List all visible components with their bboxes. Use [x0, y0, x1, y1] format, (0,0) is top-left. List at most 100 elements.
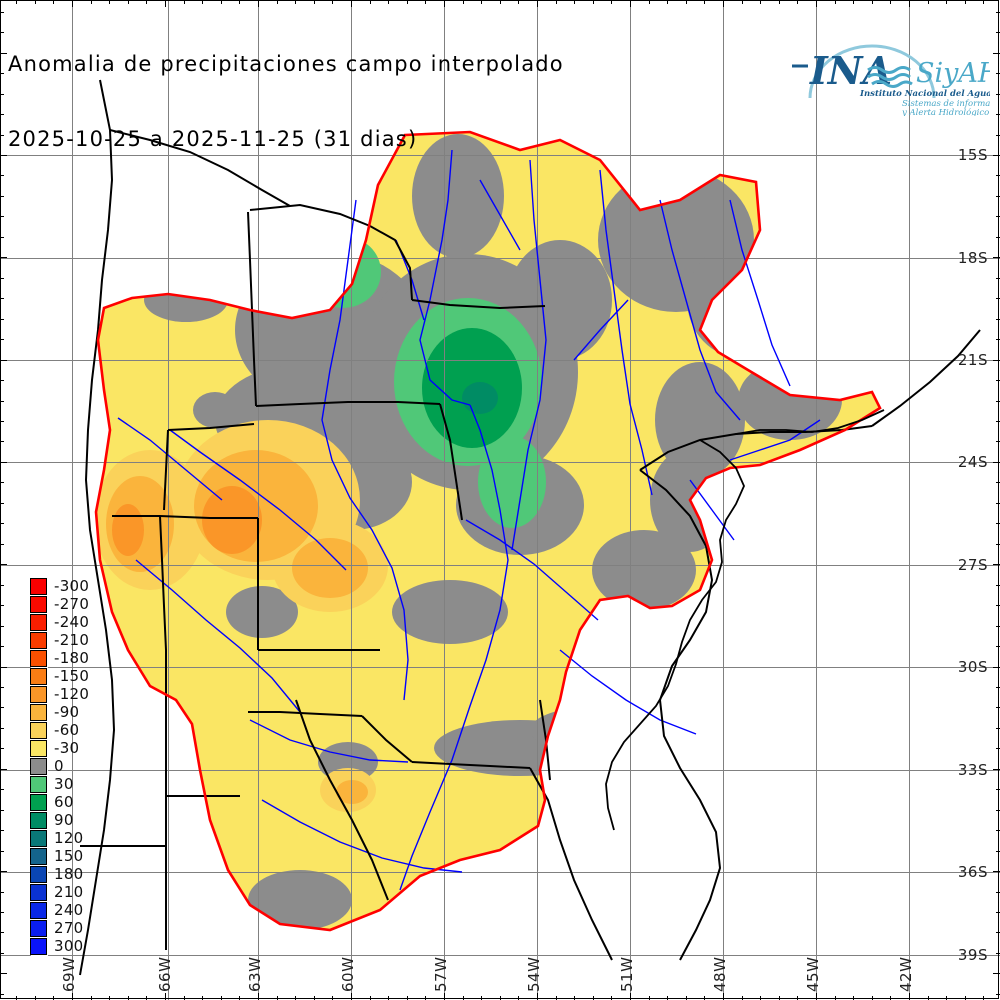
axis-tick — [996, 380, 1000, 381]
axis-tick — [556, 0, 557, 4]
axis-tick — [816, 0, 817, 7]
axis-tick — [0, 73, 4, 74]
legend-label: -270 — [54, 595, 90, 613]
legend-swatch — [30, 938, 47, 955]
legend-swatch — [30, 884, 47, 901]
axis-tick — [890, 0, 891, 4]
legend-swatch — [30, 686, 47, 703]
axis-tick — [835, 0, 836, 4]
axis-tick — [35, 996, 36, 1000]
axis-tick — [425, 0, 426, 4]
legend-swatch — [30, 830, 47, 847]
axis-tick — [444, 993, 445, 1000]
axis-tick — [593, 996, 594, 1000]
legend-row[interactable]: -240 — [30, 613, 92, 632]
axis-tick — [996, 135, 1000, 136]
legend-swatch — [30, 776, 47, 793]
axis-tick — [593, 0, 594, 4]
axis-tick — [611, 996, 612, 1000]
legend-swatch — [30, 614, 47, 631]
legend-row[interactable]: 180 — [30, 865, 92, 884]
axis-tick — [872, 996, 873, 1000]
axis-tick — [109, 0, 110, 4]
legend-row[interactable]: -210 — [30, 631, 92, 650]
legend-row[interactable]: -300 — [30, 577, 92, 596]
axis-tick — [202, 996, 203, 1000]
axis-tick — [518, 0, 519, 4]
axis-tick — [996, 687, 1000, 688]
legend-label: -240 — [54, 613, 90, 631]
legend-row[interactable]: -30 — [30, 739, 92, 758]
axis-tick — [996, 830, 1000, 831]
axis-tick — [996, 851, 1000, 852]
axis-tick — [996, 892, 1000, 893]
legend-row[interactable]: 120 — [30, 829, 92, 848]
axis-tick — [239, 0, 240, 4]
axis-tick — [996, 441, 1000, 442]
axis-tick — [0, 401, 4, 402]
axis-tick — [0, 339, 4, 340]
legend-label: 300 — [54, 937, 84, 955]
axis-tick — [128, 0, 129, 4]
axis-tick — [649, 0, 650, 4]
legend-row[interactable]: 30 — [30, 775, 92, 794]
logo-subtitle-1: Instituto Nacional del Agua — [859, 89, 990, 99]
legend-row[interactable]: -120 — [30, 685, 92, 704]
axis-tick — [314, 996, 315, 1000]
axis-tick — [0, 155, 7, 156]
legend-label: 90 — [54, 811, 74, 829]
legend-row[interactable]: -90 — [30, 703, 92, 722]
legend-swatch — [30, 596, 47, 613]
legend-row[interactable]: 210 — [30, 883, 92, 902]
legend-row[interactable]: 150 — [30, 847, 92, 866]
legend-label: -120 — [54, 685, 90, 703]
legend-row[interactable]: -150 — [30, 667, 92, 686]
axis-tick — [723, 993, 724, 1000]
axis-tick — [16, 996, 17, 1000]
axis-tick — [996, 73, 1000, 74]
legend-swatch — [30, 920, 47, 937]
legend-row[interactable]: 270 — [30, 919, 92, 938]
legend-row[interactable]: 240 — [30, 901, 92, 920]
legend-swatch — [30, 722, 47, 739]
axis-tick — [760, 0, 761, 4]
legend-label: 120 — [54, 829, 84, 847]
axis-tick — [0, 523, 4, 524]
longitude-label: 45W — [804, 956, 822, 992]
logo-subtitle-3: y Alerta Hidrológico — [901, 107, 989, 116]
axis-tick — [0, 851, 4, 852]
longitude-label: 42W — [897, 956, 915, 992]
axis-tick — [295, 996, 296, 1000]
axis-tick — [996, 401, 1000, 402]
axis-tick — [184, 0, 185, 4]
legend-row[interactable]: 300 — [30, 937, 92, 956]
legend-row[interactable]: -60 — [30, 721, 92, 740]
axis-tick — [0, 503, 4, 504]
axis-tick — [649, 996, 650, 1000]
axis-tick — [0, 380, 4, 381]
axis-tick — [993, 769, 1000, 770]
axis-tick — [742, 996, 743, 1000]
axis-tick — [996, 789, 1000, 790]
axis-tick — [0, 237, 4, 238]
axis-tick — [277, 996, 278, 1000]
axis-tick — [0, 605, 4, 606]
legend-row[interactable]: 90 — [30, 811, 92, 830]
colorbar-legend[interactable]: -300 -270 -240 -210 -180 -150 -120 -90 -60 -30 0 30… — [30, 577, 92, 956]
axis-tick — [816, 993, 817, 1000]
axis-tick — [0, 748, 4, 749]
legend-row[interactable]: 60 — [30, 793, 92, 812]
legend-label: -300 — [54, 577, 90, 595]
legend-row[interactable]: 0 — [30, 757, 92, 776]
legend-row[interactable]: -270 — [30, 595, 92, 614]
axis-tick — [518, 996, 519, 1000]
axis-tick — [928, 0, 929, 4]
legend-swatch — [30, 668, 47, 685]
legend-label: 240 — [54, 901, 84, 919]
axis-tick — [704, 996, 705, 1000]
legend-row[interactable]: -180 — [30, 649, 92, 668]
axis-tick — [0, 830, 4, 831]
axis-tick — [0, 994, 4, 995]
axis-tick — [0, 769, 7, 770]
axis-tick — [993, 973, 1000, 974]
